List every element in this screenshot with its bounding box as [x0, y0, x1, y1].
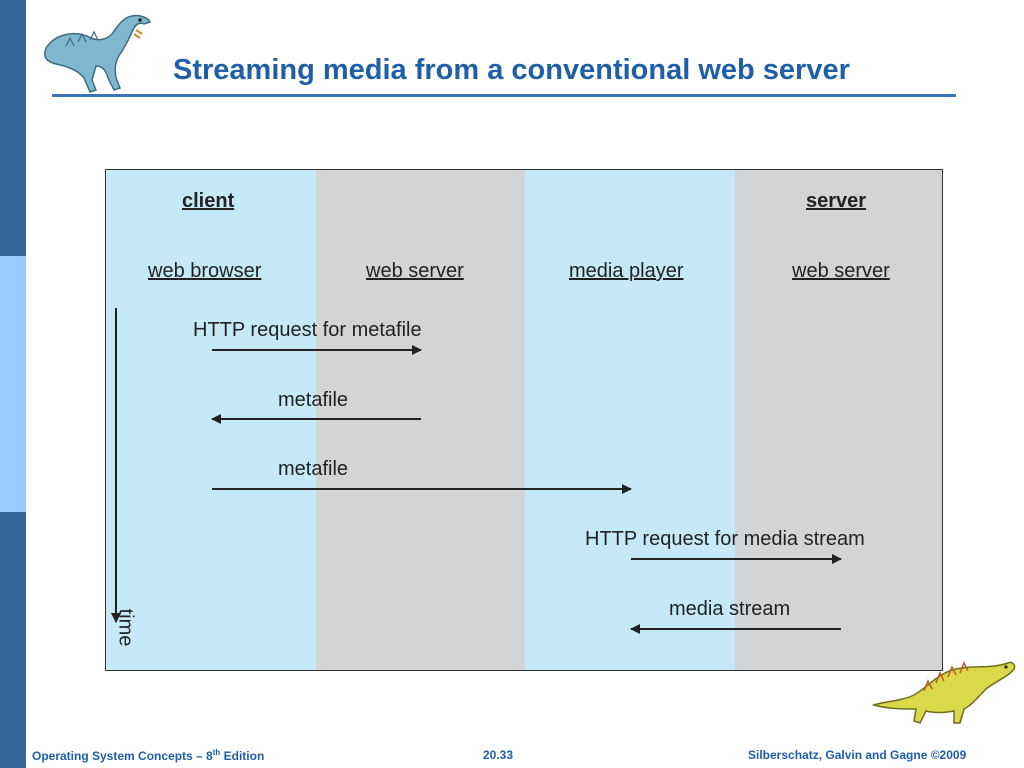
- column-web-server-1: web server: [366, 260, 464, 282]
- column-web-server-2: web server: [792, 260, 890, 282]
- streaming-diagram: client server web browser web server med…: [105, 169, 943, 671]
- server-header: server: [806, 190, 867, 212]
- title-underline: [52, 94, 956, 97]
- band-web-server-server: [735, 170, 942, 670]
- client-header: client: [182, 190, 235, 212]
- arrows-layer: [111, 308, 842, 634]
- message-label-media-stream: media stream: [669, 598, 791, 620]
- dinosaur-footer-icon: [871, 661, 1016, 724]
- message-label-metafile-forward: metafile: [278, 458, 349, 480]
- message-label-http-request-metafile: HTTP request for metafile: [193, 319, 422, 341]
- page-number: 20.33: [483, 748, 514, 762]
- footer-copyright: Silberschatz, Galvin and Gagne ©2009: [748, 748, 967, 762]
- sidebar-highlight: [0, 256, 26, 512]
- message-label-metafile-return: metafile: [278, 389, 349, 411]
- footer-book-sup: th: [212, 748, 221, 757]
- column-web-browser: web browser: [148, 260, 262, 282]
- column-media-player: media player: [569, 260, 684, 282]
- footer-book-text: Operating System Concepts – 8: [32, 749, 213, 763]
- footer-book-suffix: Edition: [220, 749, 265, 763]
- dinosaur-logo-icon: [44, 14, 152, 93]
- left-sidebar: [0, 0, 26, 768]
- footer-book-title: Operating System Concepts – 8th Edition: [32, 748, 264, 763]
- band-media-player: [525, 170, 735, 670]
- message-label-http-request-stream: HTTP request for media stream: [585, 528, 865, 550]
- page-title: Streaming media from a conventional web …: [173, 54, 850, 86]
